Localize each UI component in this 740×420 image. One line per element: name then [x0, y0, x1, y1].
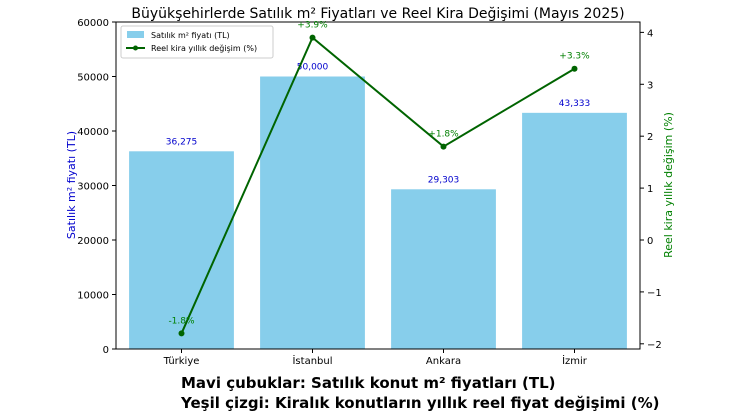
y-right-tick-label: 3 [647, 80, 653, 91]
y-left-tick-label: 0 [103, 345, 109, 356]
y-left-tick-label: 50000 [77, 73, 109, 84]
line-point-3 [571, 65, 578, 72]
x-tick-label: İzmir [562, 354, 588, 367]
line-value-label: +3.3% [559, 52, 590, 62]
legend-bar-label: Satılık m² fiyatı (TL) [151, 31, 230, 40]
bar-value-label: 50,000 [297, 63, 329, 73]
y-right-tick-label: −1 [647, 288, 662, 299]
x-tick-label: Türkiye [163, 356, 200, 367]
legend-line-label: Reel kira yıllık değişim (%) [151, 44, 257, 53]
y-left-tick-label: 40000 [77, 127, 109, 138]
y-left-tick-label: 20000 [77, 236, 109, 247]
bar-value-label: 43,333 [559, 99, 591, 109]
y-right-tick-label: 2 [647, 132, 653, 143]
rent-change-line [180, 35, 576, 334]
line-value-label: -1.8% [168, 316, 195, 326]
legend-bar-swatch [127, 31, 144, 38]
bar-0 [129, 151, 234, 349]
bar-value-label: 36,275 [166, 137, 198, 147]
y-axis-left-label: Satılık m² fiyatı (TL) [65, 131, 78, 239]
line-point-0 [178, 330, 185, 337]
combo-chart: Büyükşehirlerde Satılık m² Fiyatları ve … [65, 6, 675, 367]
y-right-tick-label: 1 [647, 184, 653, 195]
y-left-tick-label: 10000 [77, 291, 109, 302]
line-value-label: +1.8% [428, 130, 459, 140]
y-left-tick-label: 60000 [77, 18, 109, 29]
plot-area: 36,275 50,000 29,303 43,333 0 10000 20000 30000… [77, 18, 662, 367]
bar-1 [260, 76, 365, 349]
caption-line-2: Yeşil çizgi: Kiralık konutların yıllık r… [181, 394, 660, 412]
x-tick-label: İstanbul [292, 354, 332, 367]
line-value-label: +3.9% [297, 21, 328, 31]
y-right-tick-label: 4 [647, 28, 653, 39]
caption-line-1: Mavi çubuklar: Satılık konut m² fiyatlar… [181, 374, 556, 392]
bar-value-label: 29,303 [428, 175, 460, 185]
x-tick-label: Ankara [426, 356, 461, 367]
y-right-tick-label: 0 [647, 236, 653, 247]
legend-line-marker [133, 45, 138, 51]
bar-3 [522, 112, 627, 350]
legend-box [120, 25, 274, 59]
y-left-tick-label: 30000 [77, 182, 109, 193]
line-point-2 [440, 143, 447, 150]
line-point-1 [309, 34, 316, 41]
y-axis-right-label: Reel kira yıllık değişim (%) [662, 112, 675, 258]
y-right-tick-label: −2 [647, 340, 662, 351]
bar-2 [391, 189, 496, 349]
chart-title: Büyükşehirlerde Satılık m² Fiyatları ve … [131, 6, 624, 22]
